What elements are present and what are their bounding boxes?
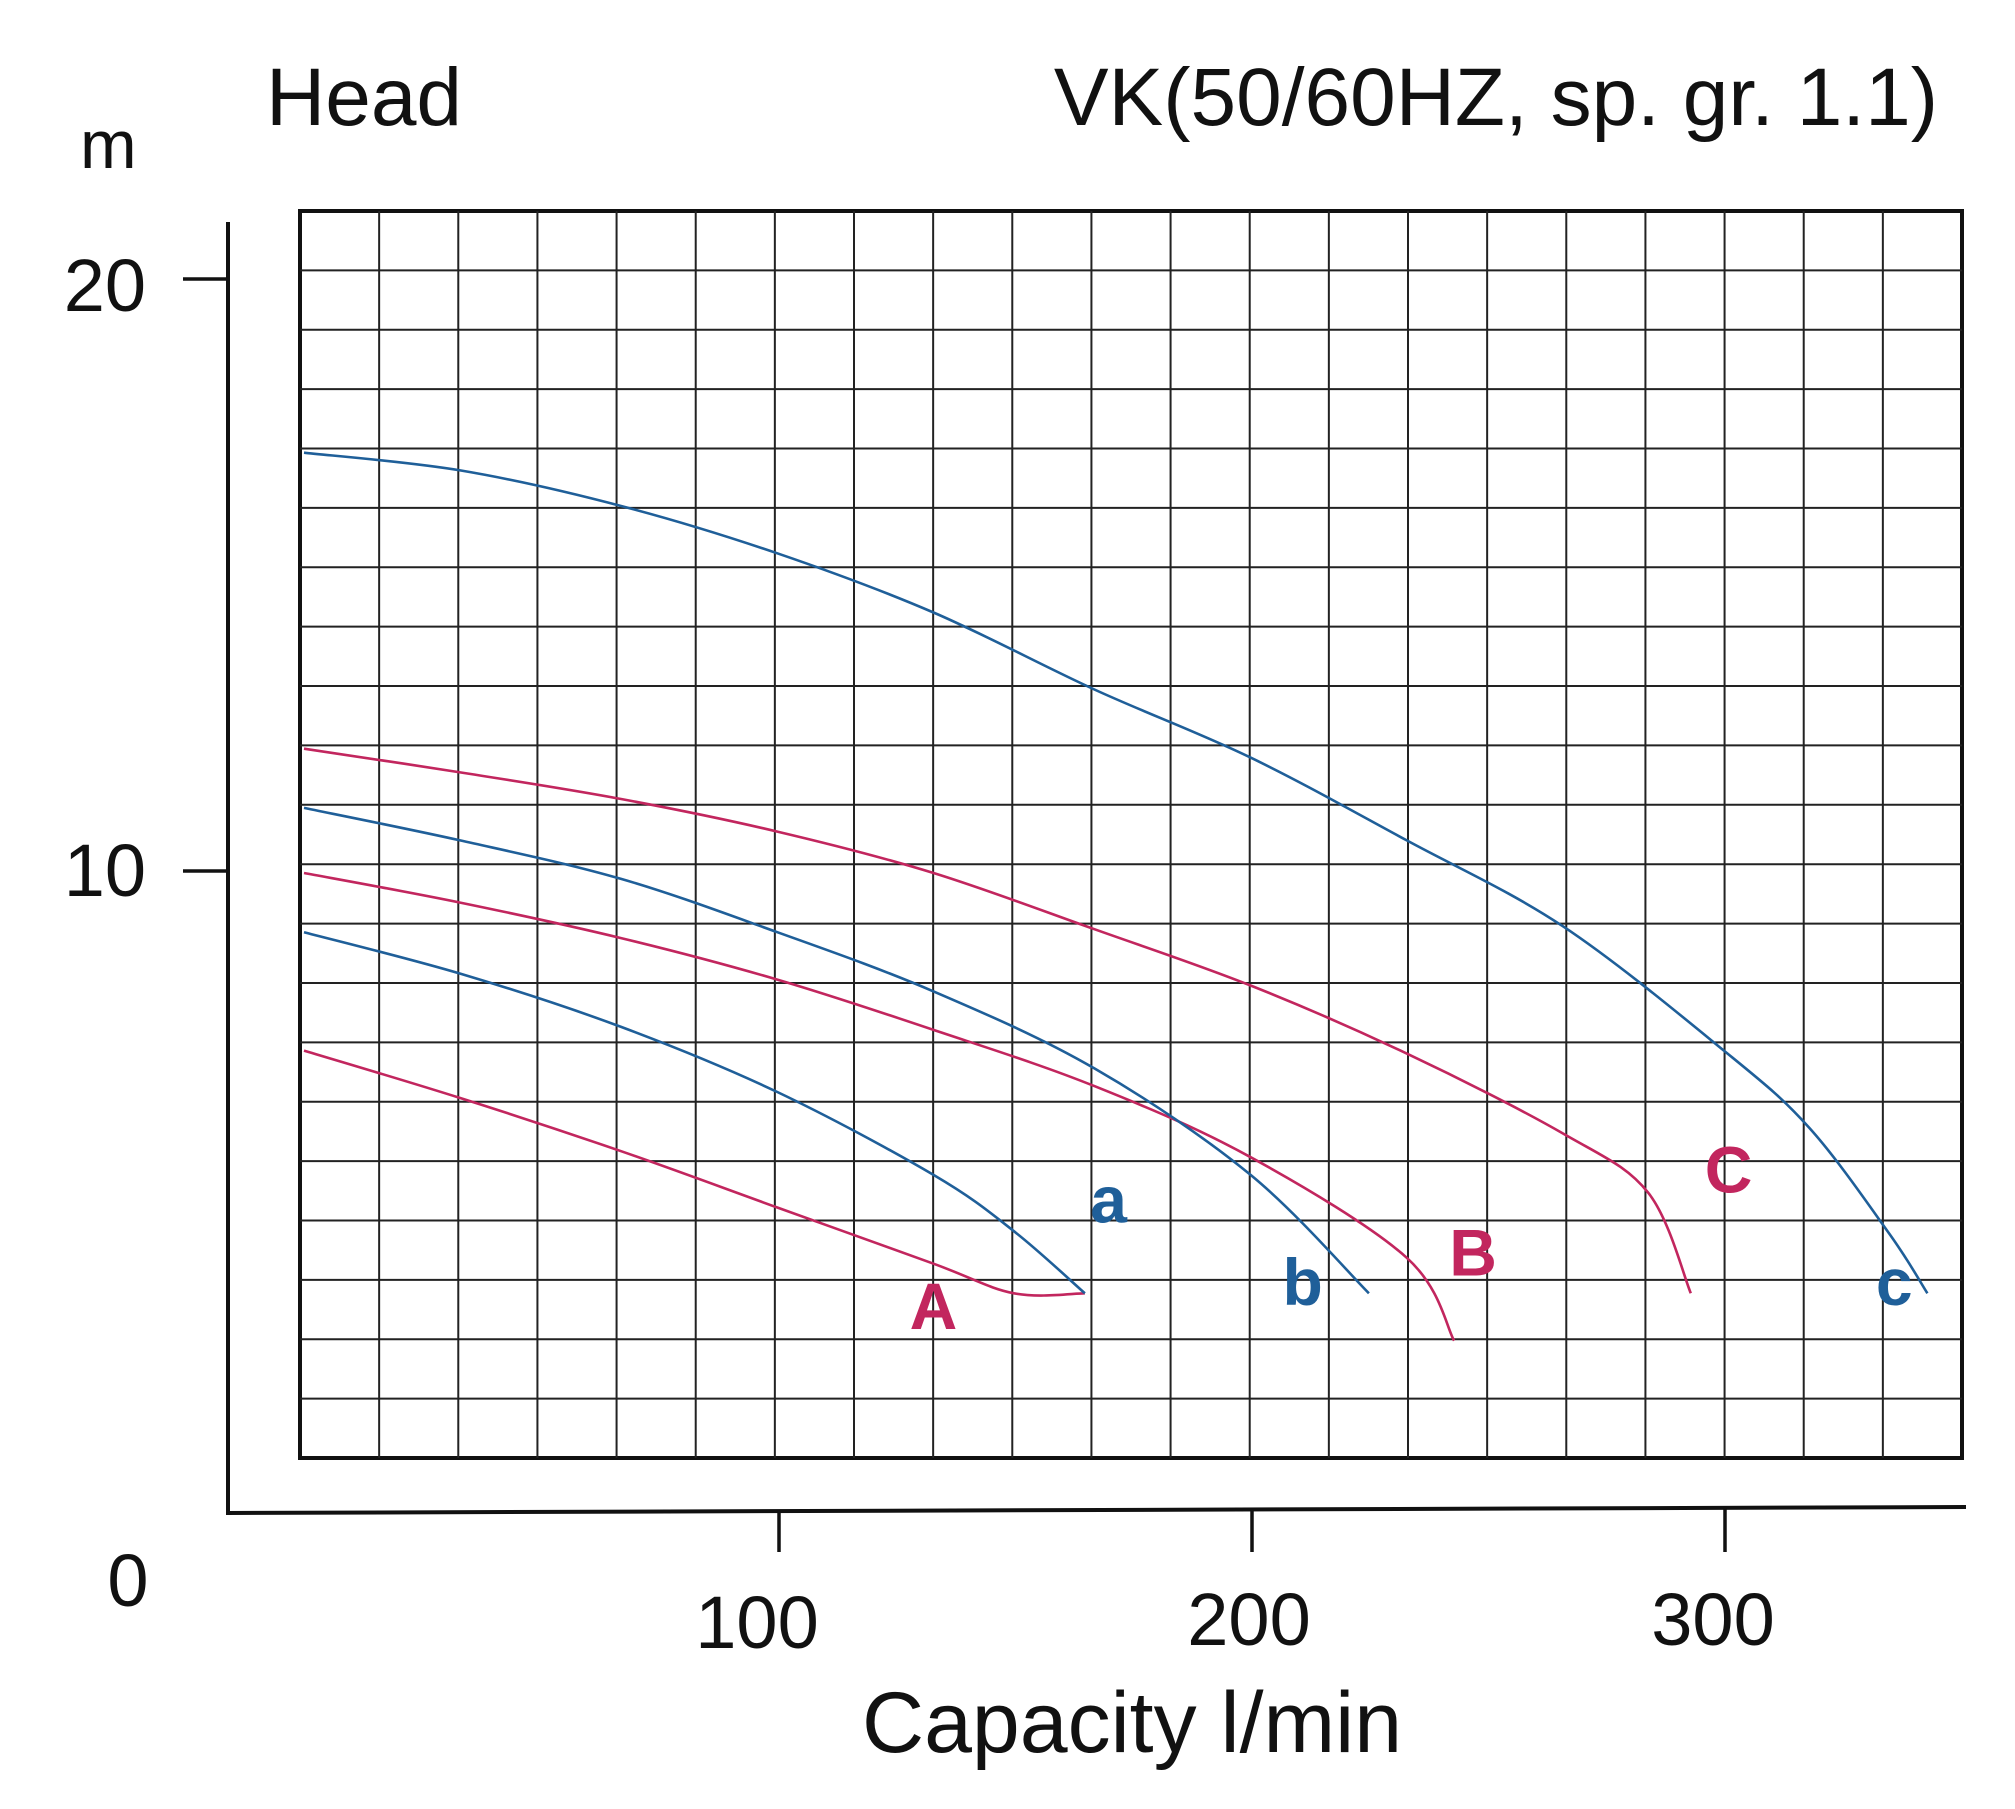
series-line-B — [303, 871, 1456, 1342]
y-axis-unit: m — [80, 107, 137, 183]
series-label-C: C — [1705, 1133, 1753, 1207]
series-group: Aa Bb Cc — [303, 451, 1929, 1343]
origin-label: 0 — [107, 1539, 148, 1622]
y-axis-label: Head — [266, 52, 462, 143]
plot-grid — [298, 209, 1964, 1460]
x-tick-label-100: 100 — [695, 1581, 818, 1664]
x-axis-label: Capacity l/min — [862, 1675, 1402, 1771]
series-line-C — [303, 747, 1692, 1294]
x-tick-label-200: 200 — [1187, 1578, 1310, 1661]
series-label-c: c — [1876, 1245, 1913, 1319]
series-line-c — [303, 451, 1929, 1295]
series-line-a — [303, 930, 1086, 1295]
series-line-b — [303, 806, 1370, 1295]
x-axis-line — [227, 1505, 1967, 1515]
series-label-a: a — [1090, 1162, 1128, 1236]
chart-title: VK(50/60HZ, sp. gr. 1.1) — [1054, 52, 1938, 143]
y-tick-label-20: 20 — [64, 244, 146, 327]
series-line-A — [303, 1049, 1085, 1297]
series-label-B: B — [1449, 1216, 1497, 1290]
axes — [183, 222, 1967, 1552]
x-tick-label-300: 300 — [1651, 1578, 1774, 1661]
series-label-b: b — [1282, 1245, 1322, 1319]
series-label-A: A — [910, 1269, 958, 1343]
grid-frame — [298, 209, 1964, 1460]
y-tick-label-10: 10 — [64, 829, 146, 912]
